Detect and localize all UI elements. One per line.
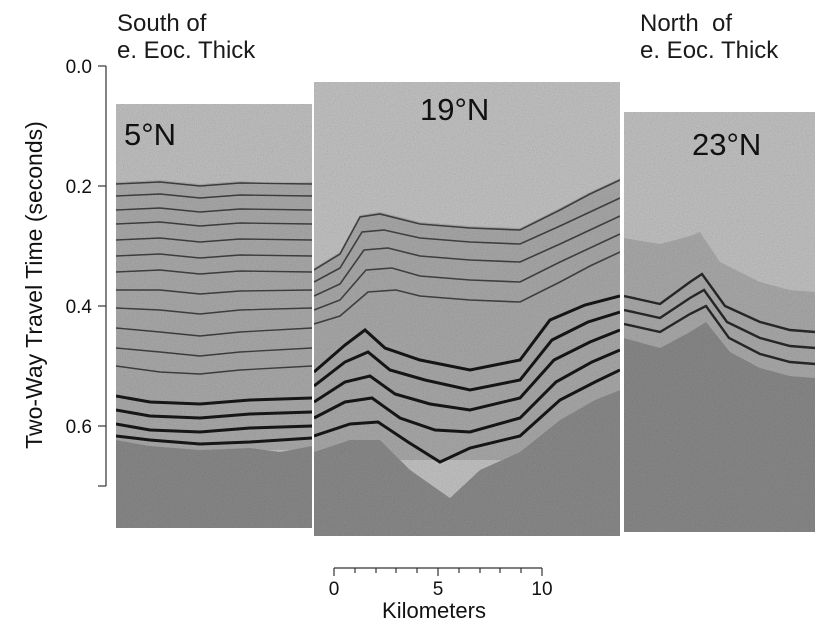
seismic-panel-south bbox=[116, 104, 312, 528]
seismic-panel-north bbox=[624, 112, 815, 532]
latitude-label-south: 5°N bbox=[124, 117, 176, 152]
y-axis bbox=[98, 65, 107, 487]
y-tick-label: 0.2 bbox=[66, 177, 92, 198]
scale-tick-label: 10 bbox=[531, 579, 552, 600]
y-tick-label: 0.6 bbox=[66, 417, 92, 438]
y-tick-labels: 0.0 0.2 0.4 0.6 bbox=[66, 57, 93, 438]
scale-tick-label: 0 bbox=[329, 579, 340, 600]
seismic-panel-middle bbox=[314, 82, 620, 536]
scale-tick-label: 5 bbox=[433, 579, 444, 600]
y-tick-label: 0.0 bbox=[66, 57, 92, 78]
scale-bar bbox=[333, 567, 543, 576]
scale-bar-labels: 0 5 10 Kilometers bbox=[329, 579, 553, 623]
latitude-label-north: 23°N bbox=[692, 127, 761, 162]
annotation-south: South of e. Eoc. Thick bbox=[117, 10, 256, 64]
y-tick-label: 0.4 bbox=[66, 297, 93, 318]
scale-bar-label: Kilometers bbox=[382, 598, 486, 623]
annotation-north: North of e. Eoc. Thick bbox=[640, 10, 779, 64]
y-axis-label: Two-Way Travel Time (seconds) bbox=[21, 121, 47, 449]
latitude-label-middle: 19°N bbox=[420, 92, 489, 127]
